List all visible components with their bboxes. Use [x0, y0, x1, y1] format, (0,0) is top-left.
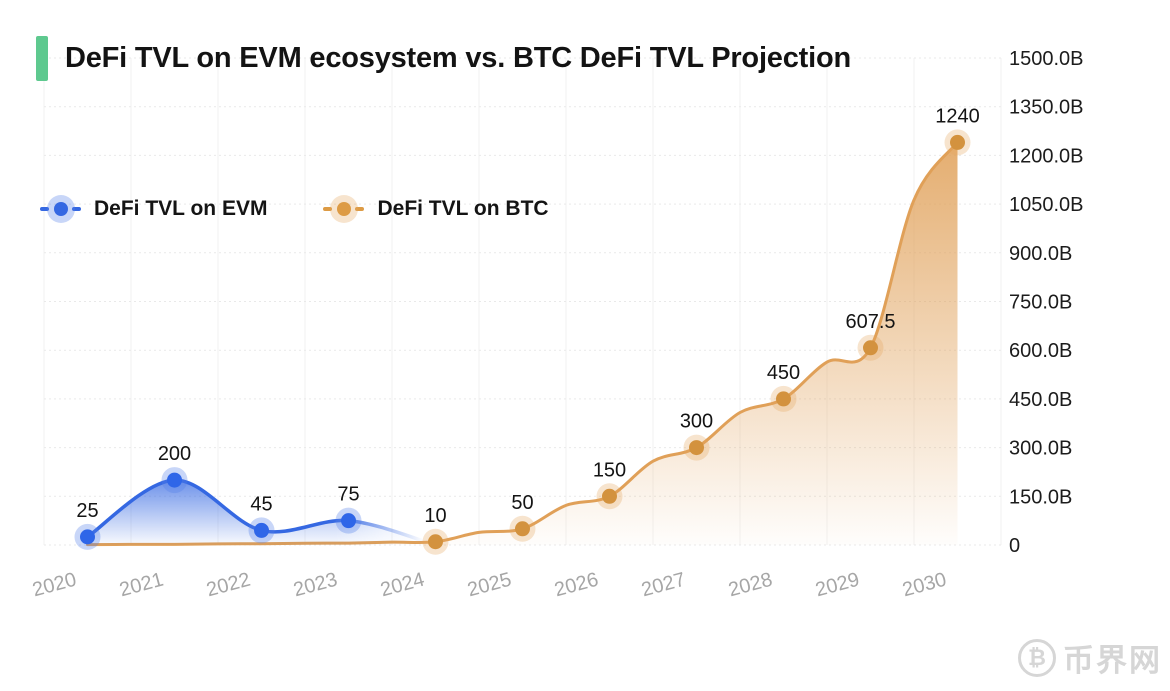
site-watermark: ₿ 币界网	[1018, 635, 1162, 680]
y-axis-label: 150.0B	[1009, 486, 1072, 508]
data-point-label: 450	[767, 362, 800, 384]
legend-item-btc[interactable]: DeFi TVL on BTC	[323, 194, 549, 224]
x-axis-label: 2021	[117, 569, 166, 602]
x-axis-label: 2026	[552, 569, 601, 602]
x-axis-label: 2024	[378, 569, 427, 602]
x-axis-label: 2029	[813, 569, 862, 602]
evm-series-marker-icon	[40, 194, 81, 224]
y-axis-label: 450.0B	[1009, 389, 1072, 411]
series-points-evm: 25 200 45 75	[74, 443, 362, 550]
data-point[interactable]	[515, 521, 530, 537]
x-axis-labels: 2020 2021 2022 2023 2024 2025 2026 2027 2028 2029…	[30, 569, 949, 602]
data-point-label: 200	[158, 443, 191, 465]
data-point-label: 50	[511, 492, 533, 514]
y-axis-label: 900.0B	[1009, 243, 1072, 265]
data-point[interactable]	[341, 513, 356, 529]
watermark-text: 币界网	[1063, 643, 1162, 678]
data-point[interactable]	[80, 529, 95, 545]
data-point[interactable]	[776, 391, 791, 407]
data-point[interactable]	[863, 340, 878, 356]
y-axis-label: 1050.0B	[1009, 194, 1084, 216]
data-point[interactable]	[689, 440, 704, 456]
data-point-label: 45	[250, 493, 272, 515]
btc-series-marker-icon	[323, 194, 365, 224]
x-axis-label: 2030	[900, 569, 949, 602]
data-point-label: 300	[680, 411, 713, 433]
x-axis-label: 2028	[726, 569, 775, 602]
data-point[interactable]	[167, 472, 182, 488]
chart-legend: DeFi TVL on EVM DeFi TVL on BTC	[40, 194, 549, 224]
data-point-label: 150	[593, 459, 626, 481]
y-axis-label: 600.0B	[1009, 340, 1072, 362]
y-axis-label: 300.0B	[1009, 438, 1072, 460]
x-axis-label: 2022	[204, 569, 253, 602]
data-point-label: 10	[424, 505, 446, 527]
data-point[interactable]	[428, 534, 443, 550]
chart-title-block: DeFi TVL on EVM ecosystem vs. BTC DeFi T…	[36, 36, 851, 81]
data-point-label: 1240	[935, 105, 980, 127]
bitcoin-logo-icon: ₿	[1018, 638, 1056, 677]
data-point-label: 607.5	[845, 311, 895, 333]
x-axis-label: 2025	[465, 569, 514, 602]
y-axis-label: 1200.0B	[1009, 145, 1084, 167]
y-axis-label: 1350.0B	[1009, 97, 1084, 119]
y-axis-label: 1500.0B	[1009, 48, 1084, 70]
legend-label-evm: DeFi TVL on EVM	[94, 197, 268, 220]
title-accent-bar-icon	[36, 36, 48, 81]
y-axis-label: 750.0B	[1009, 292, 1072, 314]
chart-title: DeFi TVL on EVM ecosystem vs. BTC DeFi T…	[65, 42, 852, 74]
legend-label-btc: DeFi TVL on BTC	[377, 197, 549, 220]
y-axis-label: 0	[1009, 535, 1020, 557]
x-axis-label: 2020	[30, 569, 79, 602]
data-point[interactable]	[254, 522, 269, 538]
legend-item-evm[interactable]: DeFi TVL on EVM	[40, 194, 267, 224]
x-axis-label: 2023	[291, 569, 340, 602]
horizontal-gridlines: 0150.0B300.0B450.0B600.0B750.0B900.0B105…	[44, 48, 1084, 557]
x-axis-label: 2027	[639, 569, 688, 602]
series-points-btc: 10 50 150 300 450 607.5 1240	[422, 105, 980, 555]
data-point[interactable]	[602, 488, 617, 504]
data-point-label: 75	[337, 484, 359, 506]
data-point[interactable]	[950, 134, 965, 150]
data-point-label: 25	[76, 500, 98, 522]
